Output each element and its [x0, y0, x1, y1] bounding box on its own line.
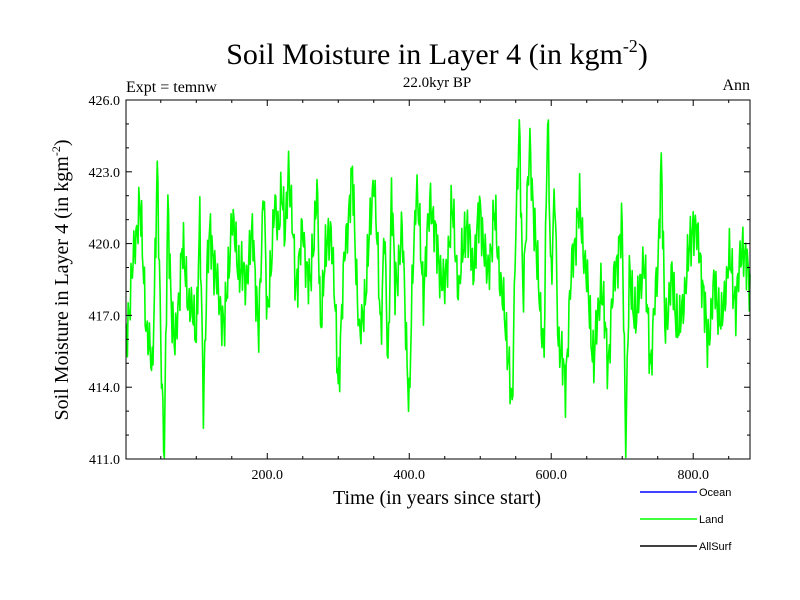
x-axis-label: Time (in years since start): [333, 487, 541, 509]
chart-subtitle: 22.0kyr BP: [403, 75, 471, 91]
experiment-label: Expt = temnw: [126, 79, 217, 96]
y-tick-label: 423.0: [89, 166, 121, 181]
plot-frame: [125, 99, 751, 460]
y-tick-label: 420.0: [89, 238, 121, 253]
chart-title-superscript: -2: [623, 36, 638, 56]
plot-area: 411.0 414.0 417.0 420.0 423.0 426.0 200.0 400.…: [89, 94, 751, 483]
chart-title-suffix: ): [638, 38, 648, 71]
x-tick-label: 200.0: [252, 468, 284, 483]
y-tick-label: 417.0: [89, 309, 121, 324]
x-tick-label: 800.0: [677, 468, 709, 483]
land-series-line: [125, 118, 751, 459]
chart-title-main: Soil Moisture in Layer 4 (in kgm: [226, 38, 623, 71]
legend-label-allsurf: AllSurf: [699, 541, 732, 553]
chart-title: Soil Moisture in Layer 4 (in kgm-2): [226, 36, 648, 71]
y-axis-label-main: Soil Moisture in Layer 4 (in kgm: [51, 156, 73, 421]
legend-label-ocean: Ocean: [699, 487, 731, 499]
season-label: Ann: [722, 77, 750, 94]
y-tick-label: 414.0: [89, 381, 121, 396]
x-tick-label: 400.0: [393, 468, 425, 483]
legend: Ocean Land AllSurf: [640, 487, 732, 553]
legend-label-land: Land: [699, 514, 723, 526]
y-tick-label: 411.0: [89, 453, 120, 468]
y-tick-label: 426.0: [89, 94, 121, 109]
y-axis-label-suffix: ): [51, 139, 73, 146]
x-axis: 200.0 400.0 600.0 800.0: [160, 100, 730, 483]
y-axis-label-superscript: -2: [49, 146, 63, 156]
x-tick-label: 600.0: [535, 468, 567, 483]
y-axis: 411.0 414.0 417.0 420.0 423.0 426.0: [89, 94, 750, 468]
y-axis-label: Soil Moisture in Layer 4 (in kgm-2): [49, 139, 73, 420]
